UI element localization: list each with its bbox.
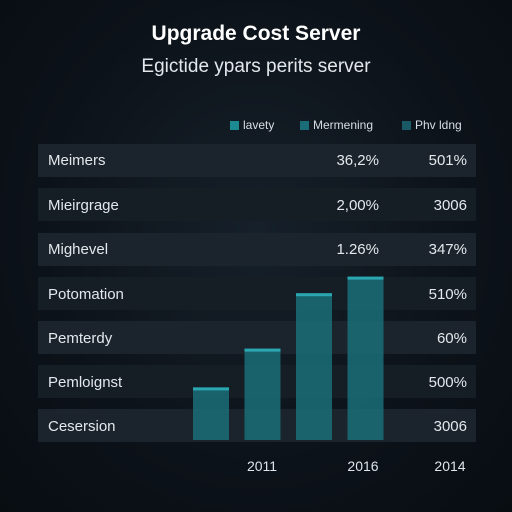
table-row-5 <box>38 321 476 354</box>
legend-item-3: Phv ldng <box>402 117 462 133</box>
x-tick-2: 2016 <box>347 458 379 474</box>
table-row-2 <box>38 188 476 221</box>
bar-3 <box>296 293 332 440</box>
legend-swatch-3 <box>402 120 411 130</box>
bar-4 <box>347 276 384 440</box>
row-label-3: Mighevel <box>48 241 109 258</box>
bar-cap-3 <box>296 293 332 297</box>
row-value-b-7: 3006 <box>433 418 467 435</box>
chart-subtitle: Egictide ypars perits server <box>141 56 371 77</box>
row-label-1: Meimers <box>48 152 106 169</box>
table-row-4 <box>38 277 476 310</box>
legend-swatch-1 <box>230 120 239 130</box>
row-label-6: Pemloignst <box>48 374 123 391</box>
row-label-4: Potomation <box>48 286 124 303</box>
legend-item-1: lavety <box>230 117 274 133</box>
bar-1 <box>193 387 229 440</box>
legend-label-1: lavety <box>243 118 275 132</box>
chart-title: Upgrade Cost Server <box>151 22 361 45</box>
table-row-1 <box>38 144 476 177</box>
x-tick-3: 2014 <box>434 458 466 474</box>
legend-swatch-2 <box>300 120 309 130</box>
row-value-b-5: 60% <box>436 330 467 347</box>
bar-cap-2 <box>244 348 281 352</box>
bar-cap-1 <box>193 387 229 391</box>
legend-item-2: Mermening <box>300 117 373 133</box>
table-row-3 <box>38 233 476 266</box>
row-value-b-1: 501% <box>428 152 467 169</box>
bar-2 <box>244 348 281 440</box>
row-value-a-2: 2,00% <box>336 197 379 214</box>
row-value-b-6: 500% <box>428 374 467 391</box>
row-value-b-3: 347% <box>428 241 467 258</box>
row-label-2: Mieirgrage <box>48 197 119 214</box>
row-value-a-1: 36,2% <box>336 152 379 169</box>
legend-label-3: Phv ldng <box>415 118 462 132</box>
legend-label-2: Mermening <box>313 118 374 132</box>
bar-cap-4 <box>347 276 384 280</box>
row-value-b-4: 510% <box>428 286 467 303</box>
x-tick-1: 2011 <box>246 458 278 474</box>
row-value-b-2: 3006 <box>433 197 467 214</box>
row-label-7: Cesersion <box>48 418 116 435</box>
row-label-5: Pemterdy <box>48 330 113 347</box>
row-value-a-3: 1.26% <box>336 241 379 258</box>
